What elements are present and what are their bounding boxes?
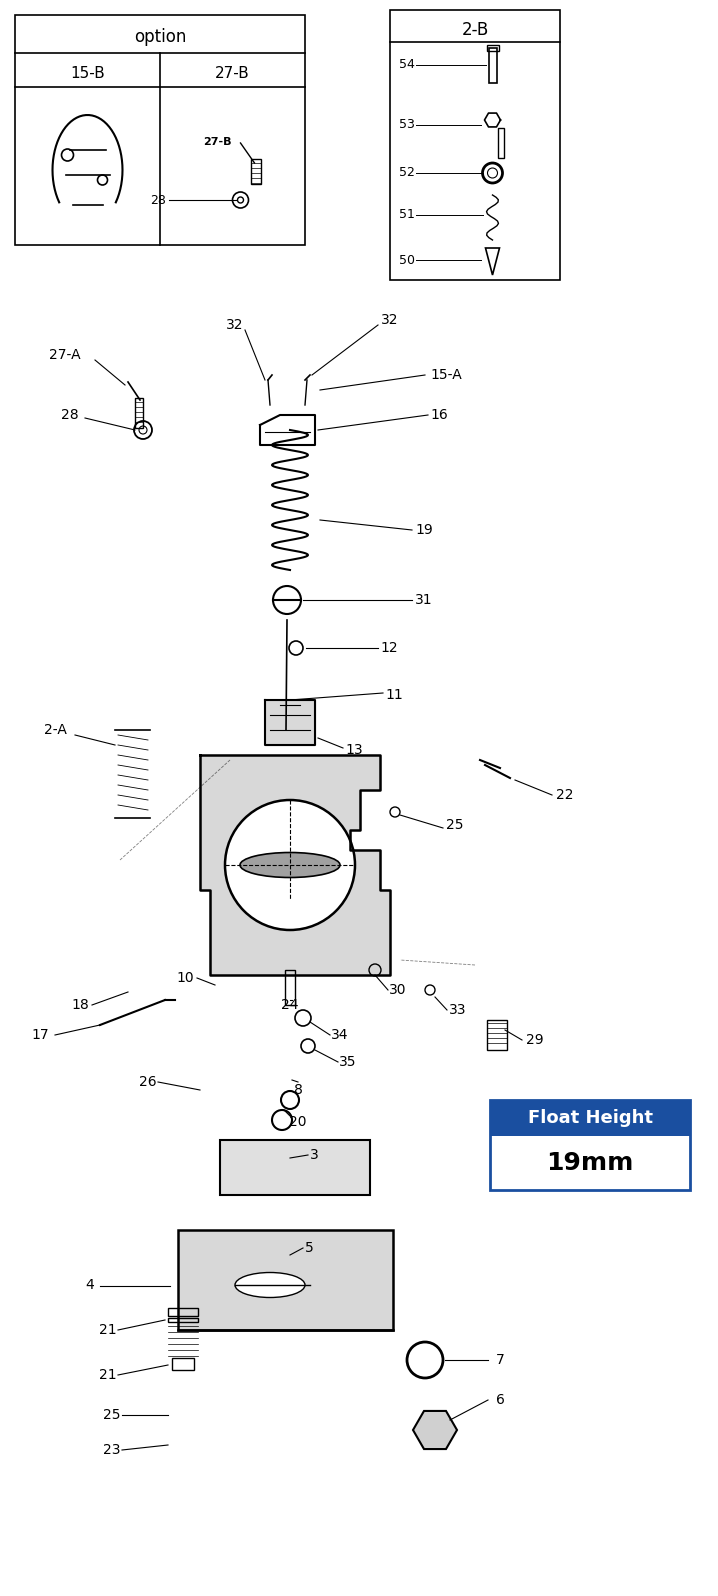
Text: 25: 25 <box>447 819 464 832</box>
Text: 2-A: 2-A <box>44 723 67 737</box>
Text: 27-B: 27-B <box>203 137 232 147</box>
Bar <box>490 1100 690 1136</box>
Text: 21: 21 <box>99 1368 117 1382</box>
Text: 28: 28 <box>61 409 79 421</box>
Text: Float Height: Float Height <box>528 1109 653 1127</box>
Bar <box>490 1136 690 1191</box>
Text: 13: 13 <box>345 744 363 757</box>
FancyBboxPatch shape <box>390 10 560 279</box>
Text: 30: 30 <box>389 983 407 998</box>
Text: 24: 24 <box>281 998 299 1012</box>
Text: 54: 54 <box>399 59 415 72</box>
Text: 28: 28 <box>150 193 166 206</box>
Text: 32: 32 <box>226 318 243 332</box>
Text: 34: 34 <box>331 1028 349 1042</box>
Text: 27-B: 27-B <box>215 65 250 80</box>
Text: 11: 11 <box>385 688 403 702</box>
Text: 25: 25 <box>103 1408 121 1422</box>
FancyBboxPatch shape <box>15 14 305 246</box>
Text: 52: 52 <box>399 166 415 179</box>
Text: 7: 7 <box>495 1353 504 1368</box>
Text: 35: 35 <box>339 1055 357 1069</box>
Text: option: option <box>134 29 186 46</box>
Text: 6: 6 <box>495 1393 505 1408</box>
Bar <box>135 397 143 428</box>
Text: 51: 51 <box>399 209 415 222</box>
Bar <box>487 1020 507 1050</box>
Ellipse shape <box>240 852 340 878</box>
Bar <box>498 128 503 158</box>
Text: 23: 23 <box>103 1443 121 1457</box>
Text: 5: 5 <box>305 1242 314 1254</box>
Text: 15-A: 15-A <box>430 369 462 381</box>
Bar <box>178 1231 393 1329</box>
Text: 53: 53 <box>399 118 415 131</box>
Text: 15-B: 15-B <box>70 65 105 80</box>
Bar <box>220 1140 370 1195</box>
Bar <box>490 1100 690 1191</box>
Text: 17: 17 <box>31 1028 49 1042</box>
Polygon shape <box>200 755 390 975</box>
Bar <box>168 1309 198 1317</box>
Polygon shape <box>413 1411 457 1449</box>
Bar <box>285 970 295 1005</box>
Text: 16: 16 <box>430 409 448 421</box>
Text: 4: 4 <box>85 1278 94 1293</box>
Bar <box>488 48 497 83</box>
Text: 3: 3 <box>310 1148 319 1162</box>
Text: 2-B: 2-B <box>462 21 489 38</box>
Circle shape <box>225 800 355 930</box>
Text: 19mm: 19mm <box>546 1151 634 1175</box>
Text: 20: 20 <box>289 1116 307 1128</box>
Bar <box>251 160 261 184</box>
Bar <box>172 1358 194 1369</box>
Text: 33: 33 <box>449 1002 467 1017</box>
Text: 18: 18 <box>71 998 89 1012</box>
Bar <box>168 1318 198 1321</box>
Text: 27-A: 27-A <box>50 348 81 362</box>
Text: 19: 19 <box>415 523 433 536</box>
Text: 8: 8 <box>294 1084 302 1096</box>
Text: 32: 32 <box>381 313 398 327</box>
Bar <box>487 45 498 51</box>
Text: 50: 50 <box>399 254 415 267</box>
Ellipse shape <box>235 1272 305 1298</box>
Text: 22: 22 <box>556 788 574 803</box>
Text: 21: 21 <box>99 1323 117 1337</box>
Text: 12: 12 <box>380 642 398 654</box>
Text: 26: 26 <box>139 1076 157 1088</box>
Text: 29: 29 <box>526 1033 544 1047</box>
Polygon shape <box>265 701 315 745</box>
Text: 31: 31 <box>415 594 433 606</box>
Text: 10: 10 <box>176 970 194 985</box>
